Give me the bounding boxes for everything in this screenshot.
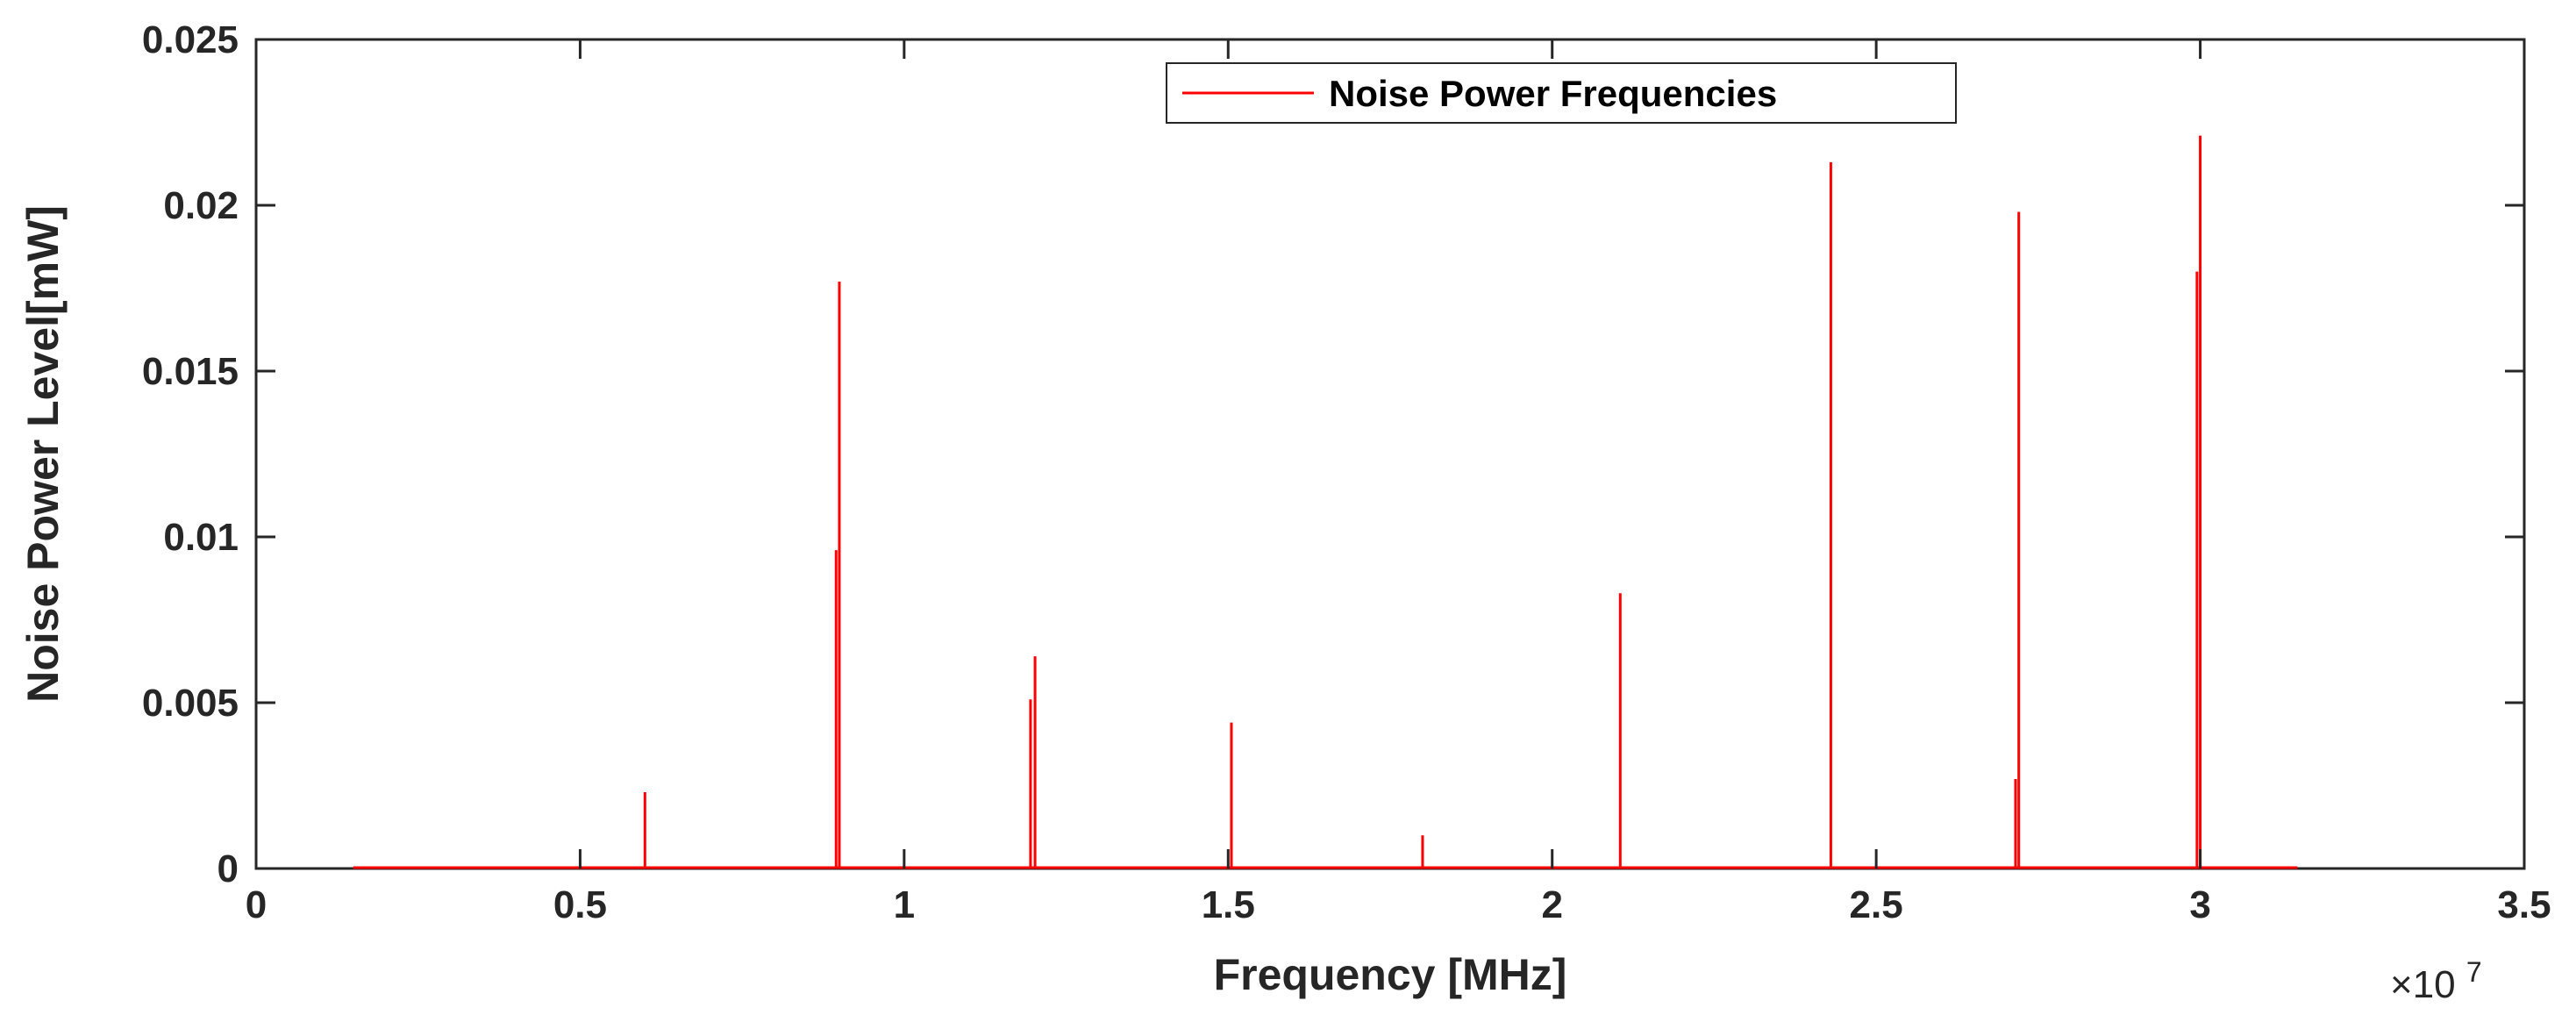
y-tick-label: 0.025 [142,18,239,61]
y-tick-label: 0.01 [163,516,239,559]
y-axis: 0 0.005 0.01 0.015 0.02 0.025 [142,18,2524,890]
y-tick-label: 0.02 [163,184,239,227]
y-axis-label: Noise Power Level[mW] [18,205,68,703]
x-axis-exponent: ×10 7 [2390,956,2482,1006]
series-layer [353,135,2298,869]
x-tick-label: 1 [894,883,915,926]
x-tick-label: 3 [2189,883,2210,926]
y-tick-label: 0.015 [142,350,239,393]
plot-area [254,38,2526,870]
y-tick-label: 0 [218,847,239,890]
y-tick-label: 0.005 [142,682,239,725]
x-tick-label: 2.5 [1850,883,1903,926]
x-exponent-base: ×10 [2390,963,2456,1006]
x-tick-label: 3.5 [2497,883,2551,926]
legend-label-noise-power: Noise Power Frequencies [1329,73,1777,114]
x-axis-label: Frequency [MHz] [1214,950,1567,999]
x-tick-label: 1.5 [1202,883,1255,926]
x-tick-label: 2 [1541,883,1562,926]
x-tick-label: 0.5 [553,883,607,926]
x-tick-label: 0 [246,883,267,926]
x-exponent-power: 7 [2466,956,2482,988]
x-axis: 0 0.5 1 1.5 2 2.5 3 3.5 [246,39,2551,926]
legend: Noise Power Frequencies [1166,62,1957,124]
plot-frame [254,38,2526,870]
